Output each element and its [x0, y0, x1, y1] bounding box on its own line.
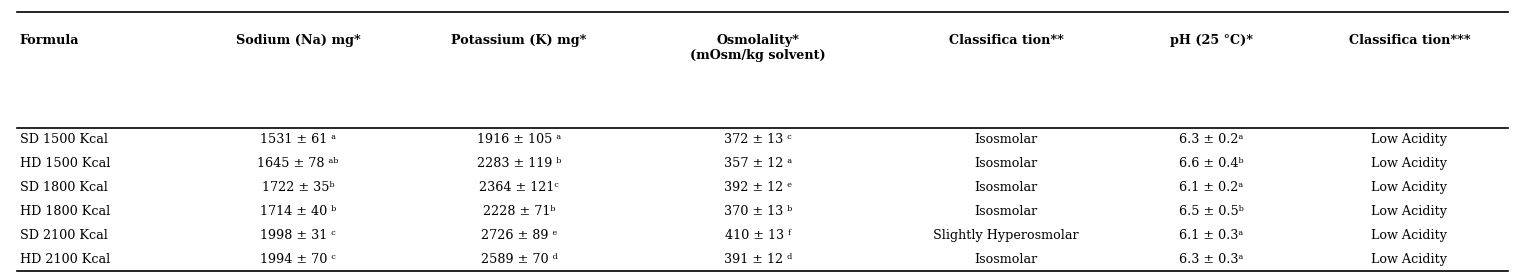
Text: 392 ± 12 ᵉ: 392 ± 12 ᵉ — [724, 181, 791, 194]
Text: Slightly Hyperosmolar: Slightly Hyperosmolar — [933, 229, 1078, 242]
Text: Sodium (Na) mg*: Sodium (Na) mg* — [236, 34, 360, 48]
Text: Low Acidity: Low Acidity — [1371, 229, 1447, 242]
Text: 6.3 ± 0.2ᵃ: 6.3 ± 0.2ᵃ — [1179, 133, 1244, 147]
Text: 372 ± 13 ᶜ: 372 ± 13 ᶜ — [724, 133, 791, 147]
Text: 1722 ± 35ᵇ: 1722 ± 35ᵇ — [262, 181, 334, 194]
Text: HD 1800 Kcal: HD 1800 Kcal — [20, 205, 110, 218]
Text: Formula: Formula — [20, 34, 79, 48]
Text: Low Acidity: Low Acidity — [1371, 157, 1447, 170]
Text: Osmolality*
(mOsm/kg solvent): Osmolality* (mOsm/kg solvent) — [691, 34, 825, 63]
Text: HD 2100 Kcal: HD 2100 Kcal — [20, 253, 110, 266]
Text: Isosmolar: Isosmolar — [974, 205, 1037, 218]
Text: Low Acidity: Low Acidity — [1371, 205, 1447, 218]
Text: 6.1 ± 0.3ᵃ: 6.1 ± 0.3ᵃ — [1179, 229, 1244, 242]
Text: Low Acidity: Low Acidity — [1371, 253, 1447, 266]
Text: SD 1800 Kcal: SD 1800 Kcal — [20, 181, 108, 194]
Text: 2228 ± 71ᵇ: 2228 ± 71ᵇ — [483, 205, 555, 218]
Text: 1994 ± 70 ᶜ: 1994 ± 70 ᶜ — [261, 253, 336, 266]
Text: 370 ± 13 ᵇ: 370 ± 13 ᵇ — [724, 205, 791, 218]
Text: 1531 ± 61 ᵃ: 1531 ± 61 ᵃ — [261, 133, 337, 147]
Text: Isosmolar: Isosmolar — [974, 181, 1037, 194]
Text: Isosmolar: Isosmolar — [974, 253, 1037, 266]
Text: HD 1500 Kcal: HD 1500 Kcal — [20, 157, 110, 170]
Text: 2726 ± 89 ᵉ: 2726 ± 89 ᵉ — [480, 229, 557, 242]
Text: Isosmolar: Isosmolar — [974, 157, 1037, 170]
Text: pH (25 °C)*: pH (25 °C)* — [1170, 34, 1254, 48]
Text: Classifica tion***: Classifica tion*** — [1348, 34, 1470, 48]
Text: 410 ± 13 ᶠ: 410 ± 13 ᶠ — [724, 229, 791, 242]
Text: 6.3 ± 0.3ᵃ: 6.3 ± 0.3ᵃ — [1179, 253, 1244, 266]
Text: Low Acidity: Low Acidity — [1371, 181, 1447, 194]
Text: 2364 ± 121ᶜ: 2364 ± 121ᶜ — [479, 181, 558, 194]
Text: 391 ± 12 ᵈ: 391 ± 12 ᵈ — [724, 253, 791, 266]
Text: 357 ± 12 ᵃ: 357 ± 12 ᵃ — [724, 157, 791, 170]
Text: SD 2100 Kcal: SD 2100 Kcal — [20, 229, 108, 242]
Text: 2589 ± 70 ᵈ: 2589 ± 70 ᵈ — [480, 253, 557, 266]
Text: Classifica tion**: Classifica tion** — [949, 34, 1063, 48]
Text: 1714 ± 40 ᵇ: 1714 ± 40 ᵇ — [261, 205, 337, 218]
Text: 6.5 ± 0.5ᵇ: 6.5 ± 0.5ᵇ — [1179, 205, 1244, 218]
Text: 1645 ± 78 ᵃᵇ: 1645 ± 78 ᵃᵇ — [258, 157, 339, 170]
Text: Low Acidity: Low Acidity — [1371, 133, 1447, 147]
Text: 6.6 ± 0.4ᵇ: 6.6 ± 0.4ᵇ — [1179, 157, 1244, 170]
Text: Isosmolar: Isosmolar — [974, 133, 1037, 147]
Text: SD 1500 Kcal: SD 1500 Kcal — [20, 133, 108, 147]
Text: Potassium (K) mg*: Potassium (K) mg* — [451, 34, 587, 48]
Text: 1998 ± 31 ᶜ: 1998 ± 31 ᶜ — [261, 229, 336, 242]
Text: 6.1 ± 0.2ᵃ: 6.1 ± 0.2ᵃ — [1179, 181, 1244, 194]
Text: 2283 ± 119 ᵇ: 2283 ± 119 ᵇ — [477, 157, 561, 170]
Text: 1916 ± 105 ᵃ: 1916 ± 105 ᵃ — [477, 133, 561, 147]
